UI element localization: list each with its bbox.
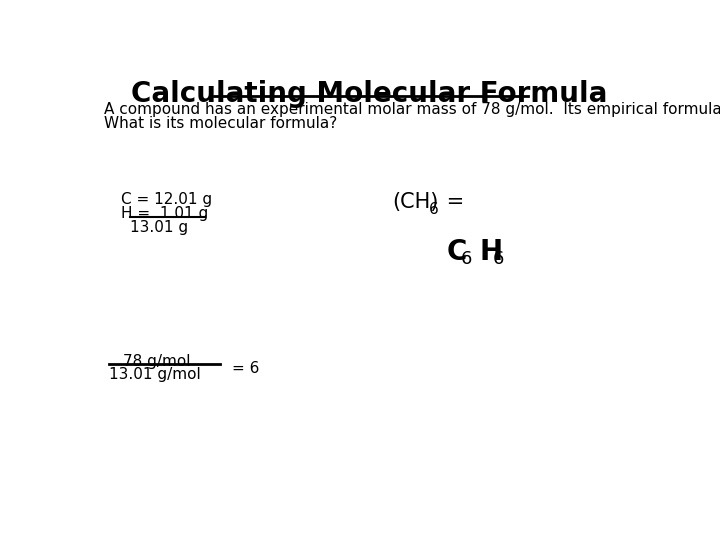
Text: = 6: = 6 bbox=[232, 361, 259, 376]
Text: 6: 6 bbox=[428, 202, 438, 217]
Text: H: H bbox=[479, 238, 502, 266]
Text: 6: 6 bbox=[493, 249, 505, 268]
Text: C: C bbox=[446, 238, 467, 266]
Text: 78 g/mol: 78 g/mol bbox=[122, 354, 190, 368]
Text: 13.01 g: 13.01 g bbox=[130, 220, 189, 235]
Text: Calculating Molecular Formula: Calculating Molecular Formula bbox=[131, 80, 607, 108]
Text: (CH): (CH) bbox=[392, 192, 438, 212]
Text: H =  1.01 g: H = 1.01 g bbox=[121, 206, 208, 221]
Text: =: = bbox=[441, 192, 464, 212]
Text: C = 12.01 g: C = 12.01 g bbox=[121, 192, 212, 207]
Text: A compound has an experimental molar mass of 78 g/mol.  Its empirical formula is: A compound has an experimental molar mas… bbox=[104, 102, 720, 117]
Text: 13.01 g/mol: 13.01 g/mol bbox=[109, 367, 201, 382]
Text: 6: 6 bbox=[461, 249, 472, 268]
Text: What is its molecular formula?: What is its molecular formula? bbox=[104, 116, 337, 131]
